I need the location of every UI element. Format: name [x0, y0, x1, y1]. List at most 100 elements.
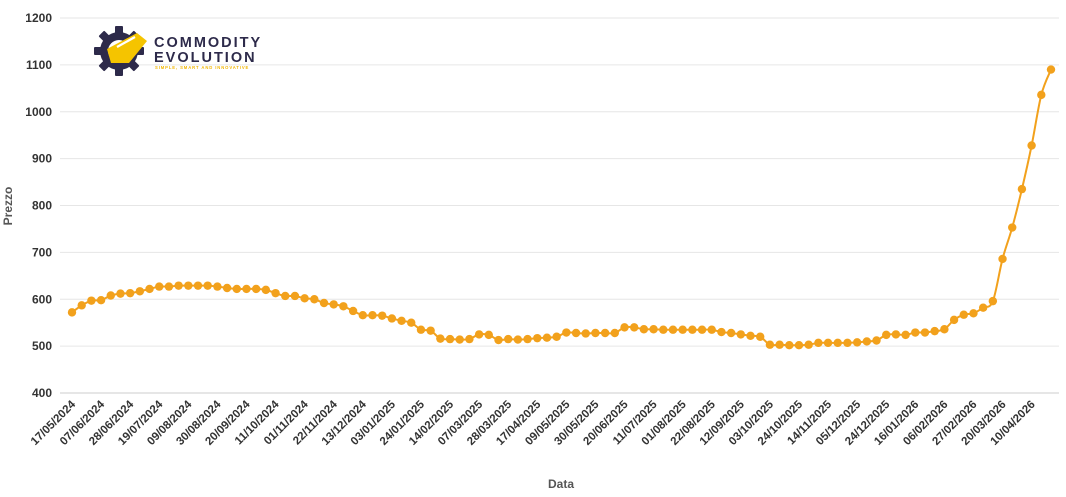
data-point[interactable]: [814, 338, 823, 348]
data-point[interactable]: [746, 331, 755, 341]
data-point[interactable]: [271, 288, 280, 298]
data-point[interactable]: [959, 310, 968, 319]
data-point[interactable]: [697, 325, 707, 334]
data-point[interactable]: [155, 282, 164, 291]
data-point[interactable]: [397, 316, 406, 326]
data-point[interactable]: [387, 314, 397, 323]
data-point[interactable]: [581, 329, 590, 338]
data-point[interactable]: [1027, 141, 1036, 150]
data-point[interactable]: [106, 291, 115, 300]
data-point[interactable]: [416, 325, 426, 334]
data-point[interactable]: [436, 334, 445, 343]
data-point[interactable]: [542, 333, 552, 342]
data-point[interactable]: [377, 311, 387, 320]
data-point[interactable]: [639, 325, 649, 334]
data-point[interactable]: [591, 328, 600, 338]
data-point[interactable]: [125, 288, 135, 298]
data-point[interactable]: [523, 334, 532, 344]
data-point[interactable]: [862, 337, 872, 346]
data-point[interactable]: [600, 328, 610, 338]
data-point[interactable]: [911, 328, 920, 337]
data-point[interactable]: [319, 298, 329, 308]
data-point[interactable]: [513, 335, 523, 344]
data-point[interactable]: [988, 296, 998, 306]
data-point[interactable]: [300, 294, 309, 303]
data-point[interactable]: [67, 308, 77, 317]
data-point[interactable]: [668, 325, 678, 334]
data-point[interactable]: [688, 325, 697, 334]
data-point[interactable]: [145, 284, 154, 294]
data-point[interactable]: [164, 282, 174, 291]
data-point[interactable]: [494, 335, 503, 345]
data-point[interactable]: [843, 338, 852, 348]
data-point[interactable]: [882, 330, 891, 340]
data-point[interactable]: [823, 338, 833, 348]
data-point[interactable]: [193, 281, 203, 290]
data-point[interactable]: [785, 340, 794, 350]
data-point[interactable]: [1017, 184, 1027, 194]
data-point[interactable]: [978, 303, 988, 312]
data-point[interactable]: [348, 306, 358, 316]
data-point[interactable]: [358, 310, 367, 320]
data-point[interactable]: [1037, 90, 1046, 100]
data-point[interactable]: [135, 287, 145, 296]
data-point[interactable]: [726, 328, 736, 338]
data-point[interactable]: [949, 315, 959, 325]
data-point[interactable]: [852, 338, 862, 347]
data-point[interactable]: [678, 325, 687, 334]
data-point[interactable]: [707, 325, 716, 334]
data-point[interactable]: [503, 334, 513, 344]
data-point[interactable]: [455, 335, 464, 344]
data-point[interactable]: [310, 295, 319, 304]
data-point[interactable]: [474, 330, 484, 339]
data-point[interactable]: [232, 284, 241, 294]
data-point[interactable]: [969, 309, 978, 318]
data-point[interactable]: [339, 302, 348, 311]
data-point[interactable]: [251, 284, 261, 294]
data-point[interactable]: [775, 340, 784, 349]
data-point[interactable]: [620, 323, 629, 332]
data-point[interactable]: [872, 336, 881, 345]
data-point[interactable]: [203, 281, 212, 290]
data-point[interactable]: [484, 330, 494, 340]
data-point[interactable]: [368, 310, 377, 320]
data-point[interactable]: [629, 323, 639, 332]
data-point[interactable]: [940, 325, 949, 334]
data-point[interactable]: [426, 326, 435, 335]
data-point[interactable]: [998, 254, 1007, 264]
data-point[interactable]: [1008, 223, 1017, 232]
data-point[interactable]: [96, 295, 106, 305]
data-point[interactable]: [465, 334, 474, 344]
data-point[interactable]: [794, 340, 804, 350]
data-point[interactable]: [804, 340, 813, 349]
data-point[interactable]: [445, 334, 455, 344]
data-point[interactable]: [562, 328, 571, 337]
data-point[interactable]: [649, 325, 658, 334]
data-point[interactable]: [736, 330, 746, 339]
data-point[interactable]: [174, 281, 183, 290]
data-point[interactable]: [213, 282, 222, 291]
data-point[interactable]: [717, 327, 726, 337]
data-point[interactable]: [901, 330, 910, 340]
data-point[interactable]: [1046, 65, 1056, 74]
data-point[interactable]: [290, 291, 300, 301]
data-point[interactable]: [77, 301, 86, 310]
data-point[interactable]: [765, 340, 775, 349]
data-point[interactable]: [261, 285, 271, 295]
data-point[interactable]: [610, 328, 620, 338]
data-point[interactable]: [116, 289, 125, 298]
data-point[interactable]: [329, 300, 338, 309]
data-point[interactable]: [920, 328, 930, 337]
data-point[interactable]: [833, 338, 842, 348]
data-point[interactable]: [891, 330, 901, 339]
data-point[interactable]: [407, 318, 416, 327]
data-point[interactable]: [184, 281, 193, 290]
data-point[interactable]: [87, 296, 96, 305]
data-point[interactable]: [242, 284, 251, 294]
data-point[interactable]: [533, 333, 542, 343]
data-point[interactable]: [659, 325, 668, 334]
data-point[interactable]: [571, 328, 581, 338]
data-point[interactable]: [281, 291, 290, 301]
data-point[interactable]: [756, 332, 765, 341]
data-point[interactable]: [222, 283, 232, 293]
